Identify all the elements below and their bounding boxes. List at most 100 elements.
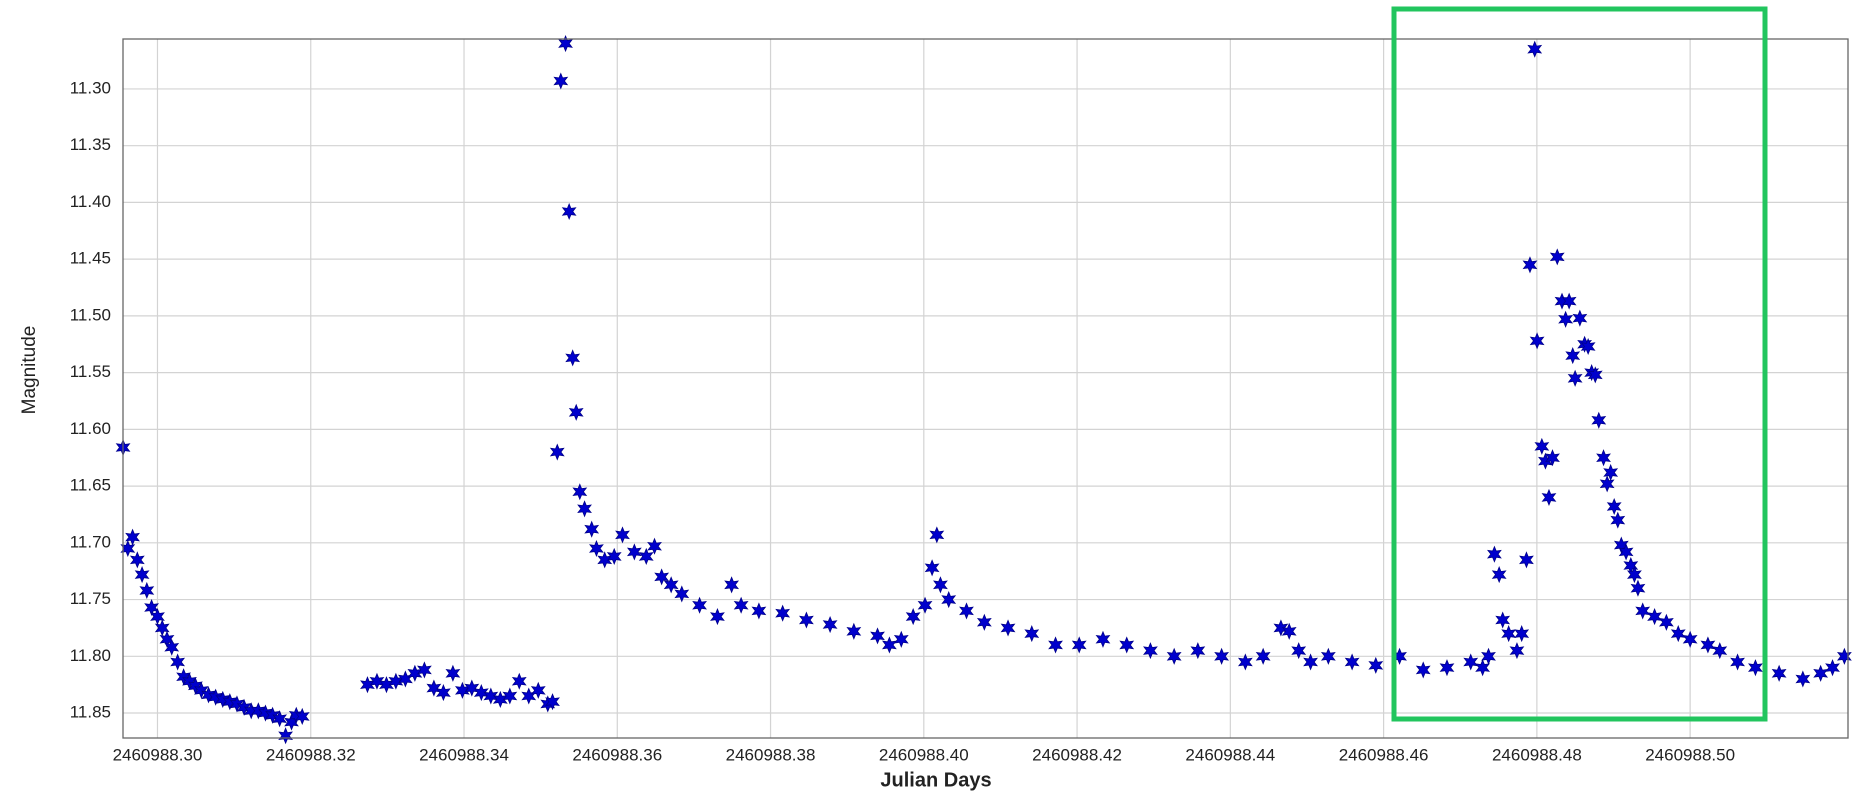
y-tick-label: 11.75 bbox=[70, 589, 111, 608]
point bbox=[502, 687, 518, 705]
point bbox=[959, 602, 974, 620]
point bbox=[549, 443, 565, 461]
point bbox=[1748, 659, 1763, 677]
point bbox=[929, 526, 945, 544]
point bbox=[278, 727, 294, 745]
point bbox=[1630, 579, 1646, 597]
highlight-box bbox=[1391, 6, 1768, 722]
point bbox=[654, 568, 670, 586]
point bbox=[1565, 347, 1581, 365]
y-tick-label: 11.55 bbox=[70, 362, 111, 381]
point bbox=[751, 602, 767, 620]
x-tick-label: 2460988.40 bbox=[879, 745, 969, 764]
point bbox=[1214, 647, 1230, 665]
point bbox=[606, 547, 622, 565]
point bbox=[798, 611, 814, 629]
x-tick-label: 2460988.42 bbox=[1032, 745, 1122, 764]
point bbox=[1596, 449, 1611, 467]
point bbox=[426, 679, 442, 697]
point bbox=[589, 539, 604, 558]
point bbox=[1475, 659, 1491, 677]
point bbox=[710, 608, 725, 626]
point bbox=[1509, 642, 1525, 660]
point bbox=[1635, 602, 1651, 620]
point bbox=[1344, 653, 1360, 671]
point bbox=[1529, 332, 1545, 350]
point bbox=[1549, 248, 1565, 266]
point bbox=[435, 684, 451, 702]
point bbox=[553, 72, 569, 90]
point bbox=[724, 576, 740, 594]
point bbox=[663, 576, 679, 594]
point bbox=[561, 202, 577, 221]
y-tick-label: 11.70 bbox=[70, 532, 111, 551]
point bbox=[933, 576, 948, 594]
point bbox=[1618, 543, 1634, 561]
x-tick-label: 2460988.30 bbox=[113, 745, 203, 764]
point bbox=[1730, 653, 1745, 671]
point bbox=[1591, 411, 1607, 429]
point bbox=[1658, 613, 1674, 631]
point bbox=[1190, 642, 1206, 660]
x-tick-label: 2460988.50 bbox=[1645, 745, 1735, 764]
point bbox=[1463, 653, 1479, 671]
point bbox=[1495, 611, 1511, 629]
point bbox=[976, 613, 992, 631]
point bbox=[905, 608, 921, 626]
point bbox=[369, 672, 385, 690]
point bbox=[473, 684, 489, 702]
point bbox=[530, 681, 546, 699]
point bbox=[1534, 437, 1550, 455]
point bbox=[545, 693, 560, 711]
point bbox=[1795, 670, 1811, 688]
point bbox=[584, 520, 600, 538]
point bbox=[1647, 608, 1662, 626]
y-tick-label: 11.50 bbox=[70, 305, 111, 324]
point bbox=[1237, 653, 1253, 671]
point bbox=[1587, 366, 1603, 384]
point bbox=[577, 500, 592, 518]
point bbox=[638, 547, 654, 565]
point bbox=[1541, 488, 1557, 506]
y-tick-label: 11.35 bbox=[70, 135, 111, 154]
point bbox=[1415, 661, 1431, 679]
point bbox=[1481, 647, 1496, 665]
point bbox=[294, 707, 310, 725]
point bbox=[170, 653, 186, 671]
x-tick-label: 2460988.38 bbox=[726, 745, 816, 764]
y-tick-label: 11.60 bbox=[70, 419, 111, 438]
point bbox=[1291, 642, 1307, 660]
point bbox=[1771, 664, 1787, 682]
point bbox=[1024, 625, 1040, 643]
point bbox=[647, 537, 662, 555]
point bbox=[164, 638, 180, 656]
point bbox=[483, 687, 499, 705]
point bbox=[1273, 619, 1289, 637]
point bbox=[572, 483, 588, 501]
point bbox=[1580, 337, 1596, 356]
point bbox=[1522, 256, 1538, 274]
point bbox=[1712, 642, 1728, 660]
y-axis-title: Magnitude bbox=[19, 326, 40, 415]
point bbox=[870, 627, 885, 645]
y-tick-label: 11.40 bbox=[70, 192, 111, 211]
point bbox=[464, 679, 480, 697]
point bbox=[159, 630, 175, 648]
point bbox=[416, 661, 432, 679]
point bbox=[558, 34, 573, 53]
point bbox=[1048, 636, 1063, 654]
point bbox=[1119, 636, 1135, 654]
point bbox=[1567, 369, 1583, 387]
point bbox=[1836, 647, 1852, 665]
point bbox=[511, 672, 527, 690]
point bbox=[565, 349, 581, 367]
point bbox=[1439, 659, 1455, 677]
point bbox=[272, 710, 288, 728]
point bbox=[193, 681, 209, 699]
point bbox=[1514, 625, 1530, 643]
point bbox=[1527, 40, 1543, 58]
x-tick-label: 2460988.48 bbox=[1492, 745, 1582, 764]
point bbox=[1545, 449, 1560, 467]
point bbox=[1572, 309, 1588, 327]
